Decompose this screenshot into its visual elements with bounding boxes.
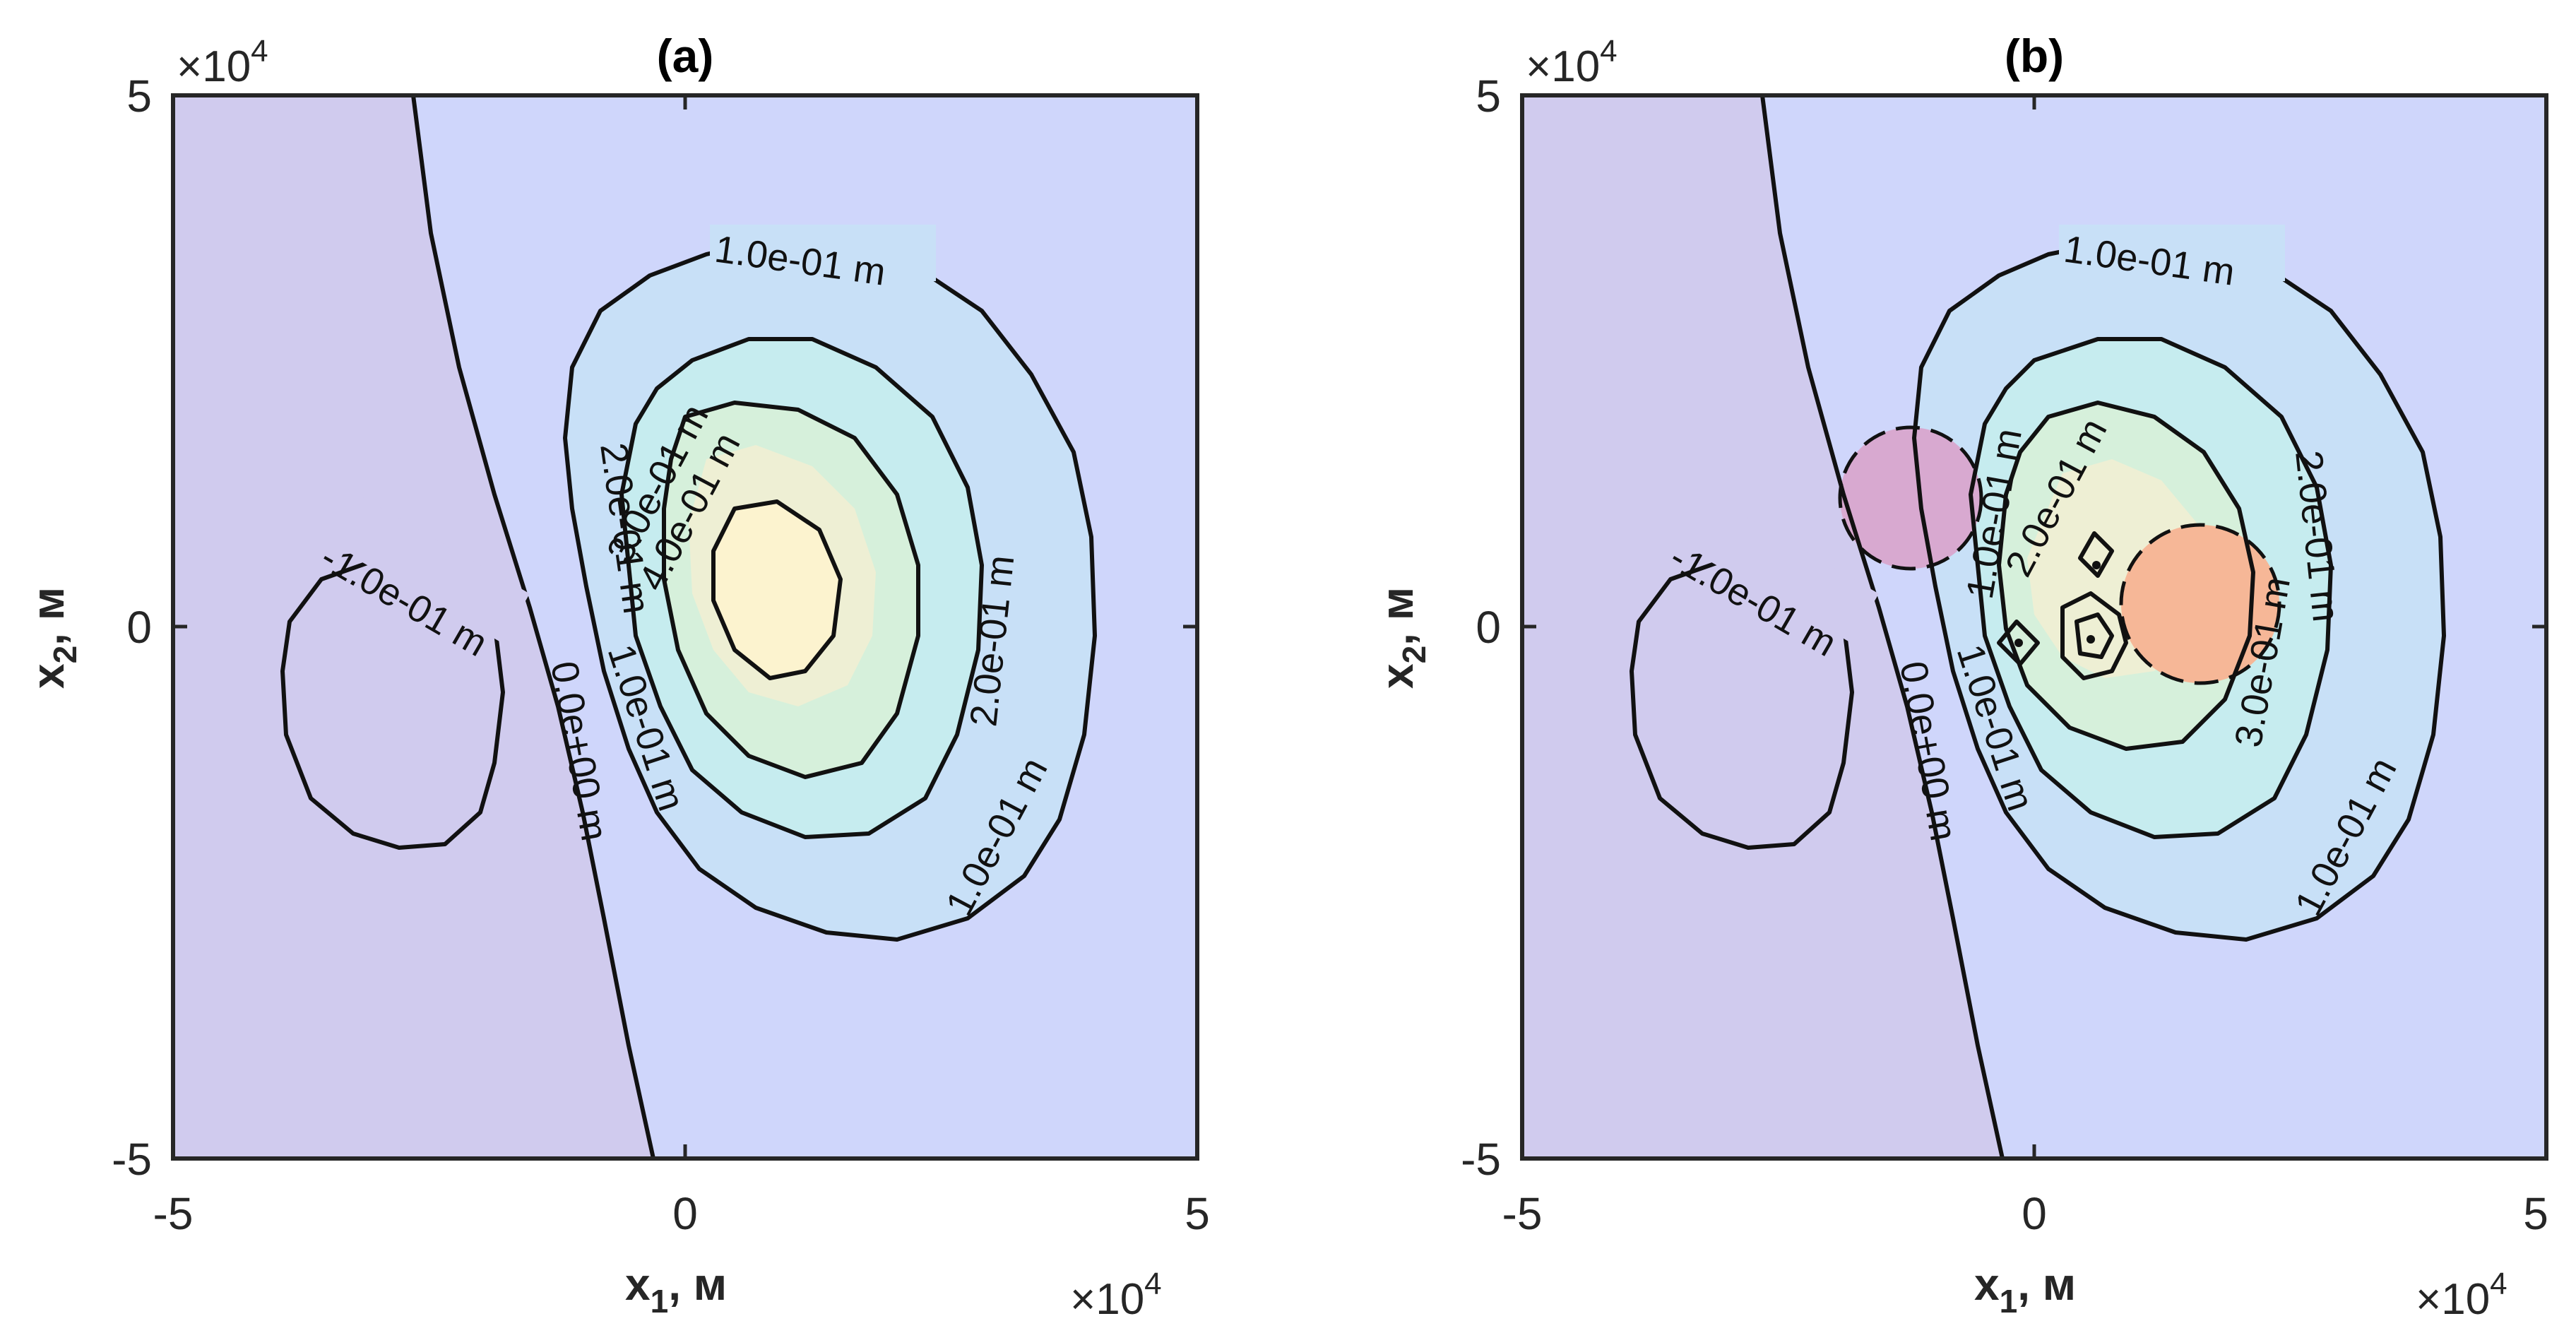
panel-b-xtick-left: -5 (1502, 1188, 1543, 1239)
panel-b-magenta-circle (1840, 427, 1981, 569)
panel-b-peak-dot-1 (2092, 561, 2101, 569)
panel-b-y-exponent: ×104 (1526, 34, 1618, 91)
panel-b-peak-dot-3 (2014, 639, 2023, 647)
panel-a-ylabel: x2, м (23, 587, 83, 689)
panel-b-contour-small-diamond-2 (1997, 620, 2040, 666)
panel-b-title: (b) (2005, 30, 2064, 82)
panel-b-xtick-right: 5 (2523, 1188, 2548, 1239)
panel-b-contour-small-diamond-1 (2078, 531, 2114, 578)
panel-a-peak-fill (713, 502, 841, 678)
panel-a-trough-fill (283, 558, 503, 848)
panel-a-contour-0.2 (619, 337, 984, 839)
panel-b-xlabel: x1, м (1974, 1259, 2076, 1320)
panel-b-ytick-top: 5 (1476, 71, 1501, 122)
panel-b-ytick-mid: 0 (1476, 602, 1501, 653)
panel-b-orange-circle-outline (2119, 523, 2281, 685)
panel-b-x-exponent: ×104 (2416, 1267, 2507, 1324)
panel-b-contour-inner-2 (2075, 612, 2114, 659)
panel-b-ylabel: x2, м (1372, 587, 1432, 689)
panel-b: 1.0e-01 m -1.0e-01 m 0.0e+00 m 1.0e-01 m… (1372, 30, 2548, 1324)
panel-b-contour-inner (2060, 591, 2128, 680)
panel-a-ytick-mid: 0 (126, 602, 152, 653)
panel-b-orange-circle (2121, 525, 2279, 683)
panel-a: 1.0e-01 m -1.0e-01 m 0.0e+00 m 1.0e-01 m… (23, 30, 1210, 1324)
panel-b-contour-0.2 (1969, 337, 2333, 839)
panel-a-xlabel: x1, м (625, 1259, 727, 1320)
panel-a-title: (a) (657, 30, 714, 82)
panel-a-xtick-right: 5 (1185, 1188, 1210, 1239)
panel-b-xtick-mid: 0 (2022, 1188, 2047, 1239)
panel-b-magenta-circle-outline (1838, 425, 1983, 571)
panel-a-xtick-mid: 0 (672, 1188, 698, 1239)
panel-a-contour-0.3 (662, 401, 920, 779)
panel-a-x-exponent: ×104 (1070, 1267, 1162, 1324)
panel-b-contour-0.1 (1912, 238, 2446, 942)
panel-b-peak-dot-2 (2087, 635, 2095, 644)
panel-b-contour-0.3 (1997, 401, 2255, 751)
panel-a-xtick-left: -5 (153, 1188, 194, 1239)
panel-a-ytick-bottom: -5 (112, 1134, 152, 1185)
panel-b-contour-zero (1760, 95, 2005, 1159)
panel-a-contour-zero (411, 95, 655, 1159)
panel-a-ytick-top: 5 (126, 71, 152, 122)
panel-a-plot-area: 1.0e-01 m -1.0e-01 m 0.0e+00 m 1.0e-01 m… (173, 95, 1197, 1159)
panel-a-y-exponent: ×104 (177, 34, 268, 91)
panel-b-ticks (1522, 95, 2546, 1159)
panel-a-ticks (173, 95, 1197, 1159)
panel-a-contour-0.1 (563, 238, 1097, 942)
panel-b-trough-fill (1632, 558, 1852, 848)
panel-b-plot-area: 1.0e-01 m -1.0e-01 m 0.0e+00 m 1.0e-01 m… (1522, 95, 2546, 1159)
panel-a-contour-0.4 (711, 499, 843, 680)
panel-b-ytick-bottom: -5 (1461, 1134, 1501, 1185)
